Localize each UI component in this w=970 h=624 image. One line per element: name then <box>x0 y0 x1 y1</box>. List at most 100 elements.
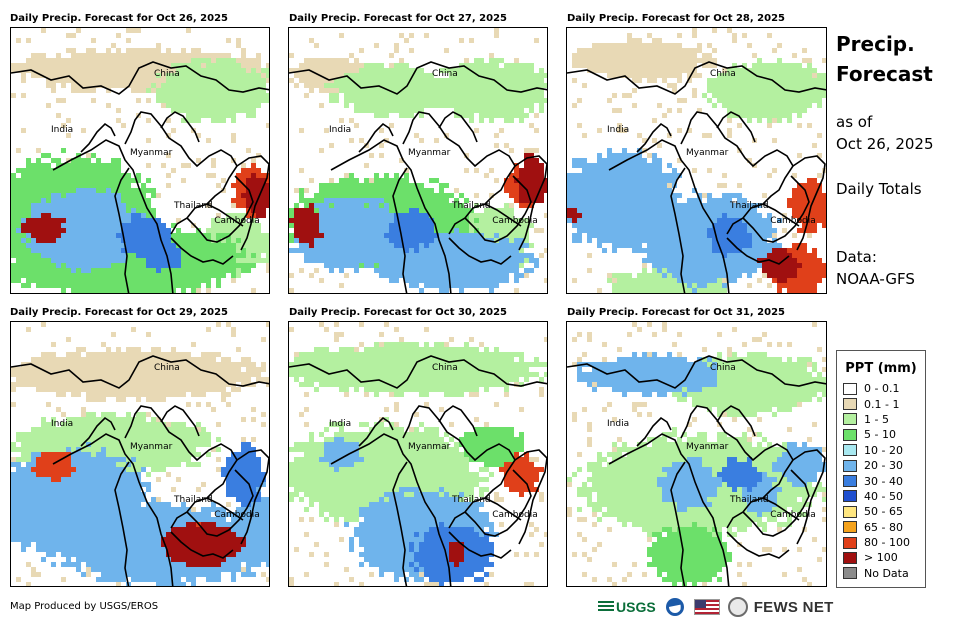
legend-swatch <box>843 413 857 426</box>
side-title-line1: Precip. <box>836 32 915 56</box>
legend-swatch <box>843 490 857 503</box>
precip-field <box>567 322 826 586</box>
legend-swatch <box>843 398 857 411</box>
legend-swatch <box>843 536 857 549</box>
legend-label: 20 - 30 <box>864 459 903 473</box>
panel-title-5: Daily Precip. Forecast for Oct 30, 2025 <box>289 307 507 318</box>
map-label-thailand: Thailand <box>173 495 213 505</box>
country-borders <box>289 355 547 586</box>
map-label-india: India <box>329 419 351 429</box>
map-label-thailand: Thailand <box>729 201 769 211</box>
legend-label: 40 - 50 <box>864 489 903 503</box>
panel-title-4: Daily Precip. Forecast for Oct 29, 2025 <box>10 307 228 318</box>
map-label-india: India <box>51 125 73 135</box>
map-label-thailand: Thailand <box>173 201 213 211</box>
precip-field <box>11 322 269 586</box>
legend-swatch <box>843 428 857 441</box>
forecast-map-oct-31: China India Myanmar Thailand Cambodia <box>566 321 827 587</box>
map-label-india: India <box>607 419 629 429</box>
legend-item: 20 - 30 <box>837 458 925 473</box>
legend-swatch <box>843 505 857 518</box>
legend-label: 30 - 40 <box>864 474 903 488</box>
legend-item: 5 - 10 <box>837 427 925 442</box>
legend-label: 10 - 20 <box>864 443 903 457</box>
precip-field <box>11 28 269 293</box>
legend-swatch <box>843 521 857 534</box>
map-label-india: India <box>51 419 73 429</box>
map-label-thailand: Thailand <box>451 495 491 505</box>
map-label-china: China <box>154 363 180 373</box>
map-label-china: China <box>432 363 458 373</box>
forecast-map-oct-27: China India Myanmar Thailand Cambodia <box>288 27 548 294</box>
map-label-thailand: Thailand <box>451 201 491 211</box>
map-credit: Map Produced by USGS/EROS <box>10 601 159 612</box>
usgs-mark-icon <box>598 601 614 613</box>
map-label-myanmar: Myanmar <box>686 442 729 452</box>
map-label-myanmar: Myanmar <box>130 148 173 158</box>
data-source-label: Data: <box>836 248 877 266</box>
forecast-map-oct-28: China India Myanmar Thailand Cambodia <box>566 27 827 294</box>
precip-field <box>289 322 547 586</box>
panel-title-6: Daily Precip. Forecast for Oct 31, 2025 <box>567 307 785 318</box>
legend-label: 65 - 80 <box>864 520 903 534</box>
map-label-myanmar: Myanmar <box>408 148 451 158</box>
noaa-logo-icon <box>665 598 684 616</box>
legend-label: 1 - 5 <box>864 412 889 426</box>
precip-field <box>289 28 547 293</box>
panel-title-1: Daily Precip. Forecast for Oct 26, 2025 <box>10 13 228 24</box>
legend-item: 65 - 80 <box>837 520 925 535</box>
map-label-myanmar: Myanmar <box>686 148 729 158</box>
country-borders <box>11 61 269 293</box>
legend-item: No Data <box>837 566 925 581</box>
map-label-china: China <box>710 363 736 373</box>
country-borders <box>11 355 269 586</box>
map-label-cambodia: Cambodia <box>770 510 816 520</box>
legend-label: 5 - 10 <box>864 428 896 442</box>
legend-item: 1 - 5 <box>837 412 925 427</box>
usgs-logo-text: USGS <box>616 599 656 615</box>
daily-totals-label: Daily Totals <box>836 180 922 198</box>
legend-label: 50 - 65 <box>864 505 903 519</box>
data-source-block: Data: NOAA-GFS <box>836 246 915 290</box>
country-borders <box>567 61 826 293</box>
map-label-china: China <box>154 69 180 79</box>
usgs-logo: USGS <box>598 599 656 615</box>
map-label-india: India <box>607 125 629 135</box>
map-label-cambodia: Cambodia <box>492 510 538 520</box>
side-title: Precip. Forecast <box>836 29 933 89</box>
logo-strip: USGS FEWS NET <box>598 596 834 618</box>
map-label-myanmar: Myanmar <box>130 442 173 452</box>
forecast-map-oct-26: China India Myanmar Thailand Cambodia <box>10 27 270 294</box>
legend-swatch <box>843 444 857 457</box>
legend-label: 80 - 100 <box>864 536 910 550</box>
as-of-date: Oct 26, 2025 <box>836 135 934 153</box>
map-label-cambodia: Cambodia <box>492 216 538 226</box>
map-label-thailand: Thailand <box>729 495 769 505</box>
legend-item: 10 - 20 <box>837 443 925 458</box>
state-department-seal-icon <box>727 597 748 617</box>
legend-label: > 100 <box>864 551 898 565</box>
legend-swatch <box>843 551 857 564</box>
as-of-label: as of <box>836 113 873 131</box>
map-label-china: China <box>710 69 736 79</box>
forecast-map-oct-30: China India Myanmar Thailand Cambodia <box>288 321 548 587</box>
side-title-line2: Forecast <box>836 62 933 86</box>
precip-field <box>567 28 826 293</box>
legend-item: 50 - 65 <box>837 504 925 519</box>
us-flag-icon <box>693 599 720 615</box>
country-borders <box>289 61 547 293</box>
legend-label: No Data <box>864 566 909 580</box>
legend-item: 40 - 50 <box>837 489 925 504</box>
map-label-myanmar: Myanmar <box>408 442 451 452</box>
map-label-china: China <box>432 69 458 79</box>
legend-label: 0 - 0.1 <box>864 382 900 396</box>
map-label-cambodia: Cambodia <box>214 216 260 226</box>
fews-net-logo: FEWS NET <box>753 598 834 616</box>
